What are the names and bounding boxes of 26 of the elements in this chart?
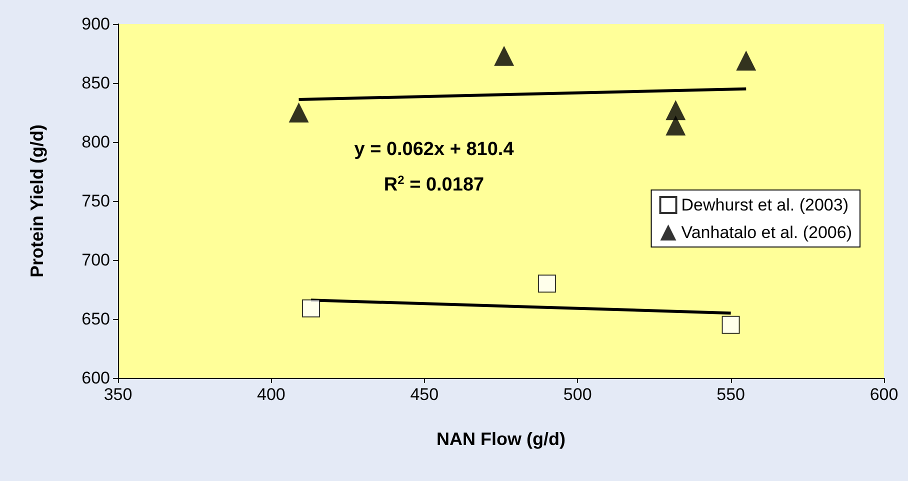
x-tick-label: 350 (104, 385, 132, 404)
point (666, 115, 686, 136)
point (722, 316, 740, 334)
x-axis-title: NAN Flow (g/d) (436, 429, 566, 449)
y-tick-label: 900 (82, 14, 110, 34)
y-tick-label: 850 (82, 74, 110, 92)
legend-label: Dewhurst et al. (2003) (681, 196, 849, 214)
y-tick-label: 800 (82, 132, 110, 152)
x-tick-label: 600 (870, 385, 898, 404)
x-tick-label: 550 (716, 385, 745, 404)
y-tick-label: 700 (82, 250, 110, 270)
y-axis-title: Protein Yield (g/d) (27, 124, 47, 278)
point (736, 50, 756, 71)
point (538, 274, 556, 293)
y-tick-label: 600 (82, 368, 110, 388)
point (302, 299, 320, 318)
y-tick-label: 750 (82, 192, 110, 210)
x-tick-label: 500 (563, 385, 592, 404)
point (288, 102, 309, 122)
x-tick-label: 450 (410, 385, 439, 404)
point (494, 46, 514, 66)
legend-label: Vanhatalo et al. (2006) (681, 223, 852, 242)
point (666, 100, 686, 120)
x-tick-label: 400 (257, 385, 286, 404)
y-tick-label: 650 (82, 310, 110, 328)
annotation: y = 0.062x + 810.4 (354, 139, 514, 160)
